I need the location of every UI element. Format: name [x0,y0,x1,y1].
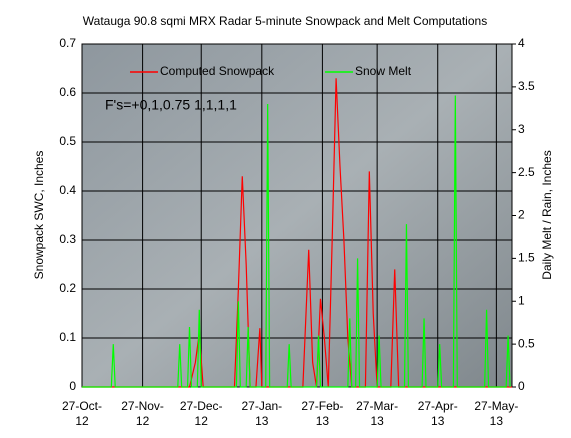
legend-label: Computed Snowpack [160,64,275,78]
y2-tick-label: 2.5 [518,165,535,179]
y2-tick-label: 4 [518,36,525,50]
x-tick-label: 27-Apr- 13 [417,399,458,428]
x-tick-label: 27-Oct- 12 [61,399,102,428]
x-tick-label: 27-Nov- 12 [121,399,164,428]
y-tick-label: 0.1 [59,330,76,344]
y-tick-label: 0.4 [59,183,76,197]
x-tick-label: 27-Jan- 13 [241,399,283,428]
y2-tick-label: 3.5 [518,79,535,93]
y-axis-label: Snowpack SWC, Inches [32,151,46,280]
x-tick-label: 27-Dec- 12 [179,399,223,428]
y-tick-label: 0.2 [59,281,76,295]
y-tick-label: 0.6 [59,85,76,99]
x-tick-label: 27-Feb- 13 [301,399,344,428]
y2-tick-label: 1 [518,293,525,307]
y2-tick-label: 3 [518,122,525,136]
y-tick-label: 0.7 [59,36,76,50]
y2-tick-label: 2 [518,208,525,222]
series-line [82,95,511,388]
y-tick-label: 0.5 [59,134,76,148]
legend-label: Snow Melt [355,64,412,78]
plot-area [81,43,513,388]
y2-tick-label: 0.5 [518,336,535,350]
chart-title: Watauga 90.8 sqmi MRX Radar 5-minute Sno… [83,14,487,28]
y2-tick-label: 1.5 [518,251,535,265]
y2-tick-label: 0 [518,379,525,393]
y-tick-label: 0 [69,379,76,393]
y2-axis-label: Daily Melt / Rain, Inches [540,150,554,279]
x-tick-label: 27-May- 13 [474,399,519,428]
x-tick-label: 27-Mar- 13 [356,399,399,428]
y-tick-label: 0.3 [59,232,76,246]
annotation: F's=+0,1,0.75 1,1,1,1 [105,97,237,113]
